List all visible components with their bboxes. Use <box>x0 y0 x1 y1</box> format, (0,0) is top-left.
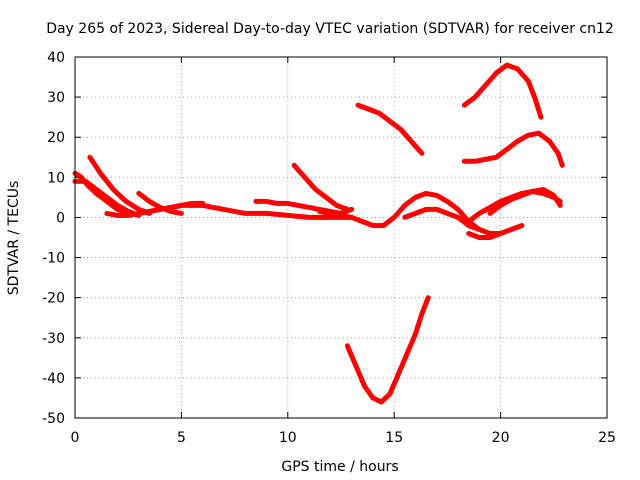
y-axis-label: SDTVAR / TECUs <box>6 181 22 296</box>
series-arc-18 <box>461 130 565 168</box>
series-arc-16 <box>487 186 563 216</box>
chart-title: Day 265 of 2023, Sidereal Day-to-day VTE… <box>46 21 614 37</box>
x-tick-label: 5 <box>177 430 186 446</box>
x-tick-label: 25 <box>598 430 616 446</box>
series-group <box>72 62 565 405</box>
series-arc-17 <box>461 62 544 120</box>
y-tick-label: 10 <box>47 170 65 186</box>
series-arc-10 <box>344 295 431 405</box>
series-arc-6 <box>136 202 355 220</box>
y-tick-label: -40 <box>42 371 65 387</box>
grid <box>75 57 607 418</box>
y-tick-label: -20 <box>42 291 65 307</box>
x-tick-label: 10 <box>279 430 297 446</box>
y-tick-label: 20 <box>47 130 65 146</box>
series-arc-14 <box>466 223 525 240</box>
ticks: 0 5 10 15 20 25 -50 -40 -30 -20 -10 0 10 20 30 40 <box>42 50 616 446</box>
series-arc-2 <box>72 178 142 218</box>
y-tick-label: -30 <box>42 331 65 347</box>
series-arc-3 <box>87 154 152 216</box>
y-tick-label: -10 <box>42 251 65 267</box>
x-tick-label: 15 <box>385 430 403 446</box>
y-tick-label: 30 <box>47 90 65 106</box>
series-arc-13 <box>402 206 482 232</box>
x-tick-label: 20 <box>492 430 510 446</box>
x-axis-label: GPS time / hours <box>281 459 398 475</box>
series-arc-8 <box>291 162 350 212</box>
x-tick-label: 0 <box>71 430 80 446</box>
plot-border <box>74 56 608 419</box>
series-arc-11 <box>355 102 425 156</box>
y-tick-label: -50 <box>42 411 65 427</box>
series-arc-1 <box>72 170 131 216</box>
y-tick-label: 0 <box>56 210 65 226</box>
y-tick-label: 40 <box>47 50 65 66</box>
